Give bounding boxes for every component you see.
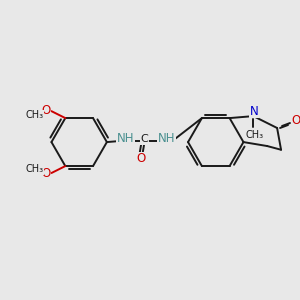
- Text: O: O: [291, 114, 300, 127]
- Text: C: C: [141, 134, 148, 144]
- Text: NH: NH: [158, 132, 175, 145]
- Text: NH: NH: [117, 132, 134, 145]
- Text: O: O: [41, 104, 50, 117]
- Text: N: N: [250, 105, 259, 118]
- Text: CH₃: CH₃: [26, 164, 44, 174]
- Text: CH₃: CH₃: [245, 130, 263, 140]
- Text: CH₃: CH₃: [26, 110, 44, 120]
- Text: O: O: [41, 167, 50, 180]
- Text: O: O: [136, 152, 145, 165]
